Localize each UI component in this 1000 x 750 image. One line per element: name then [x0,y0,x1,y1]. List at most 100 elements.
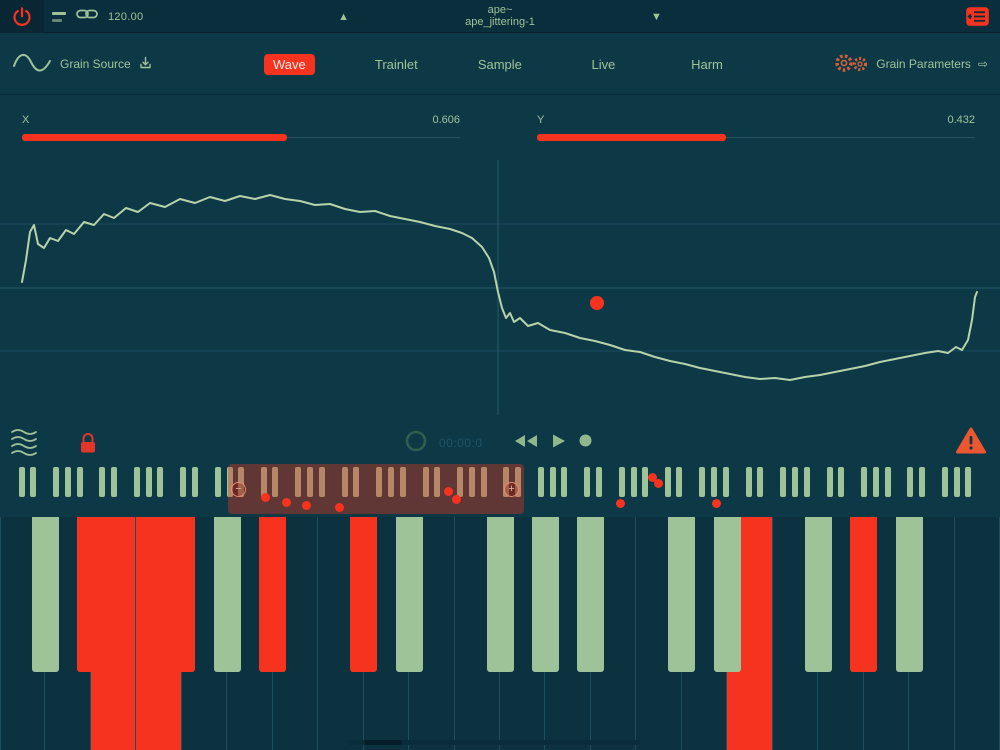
grain-tabs: Wave Trainlet Sample Live Harm [236,33,757,95]
y-slider-line [537,137,975,138]
bpm-value[interactable]: 120.00 [108,10,144,23]
power-icon [13,6,31,26]
grain-bar: Grain Source Wave Trainlet Sample Live Harm … [0,33,1000,95]
y-slider-fill[interactable] [537,134,727,141]
black-key[interactable] [804,517,832,672]
top-bar: 120.00 ▲ ape~ ape_jittering-1 ▼ [0,0,1000,33]
mini-keyboard[interactable]: − + [0,464,1000,514]
mini-key-bar [826,467,833,497]
mini-key-bar [918,467,925,497]
play-button[interactable] [551,433,566,454]
tab-wave[interactable]: Wave [264,53,315,75]
xy-cursor[interactable] [590,296,604,310]
tab-sample[interactable]: Sample [477,56,522,72]
mini-key-bar [699,467,706,497]
mini-key-bar [260,467,267,497]
tab-harm[interactable]: Harm [691,56,723,72]
mini-key-bar [722,467,729,497]
mini-key-bar [757,467,764,497]
mini-key-bar [838,467,844,497]
note-dot [443,486,453,496]
mini-key-bar [745,467,752,497]
mini-key-bar [941,467,948,497]
mini-key-bar [803,467,810,497]
mini-key-bar [618,467,625,497]
mini-key-bar [792,467,799,497]
zoom-in-button[interactable]: + [504,482,519,497]
preset-next-button[interactable]: ▼ [651,10,662,23]
stop-record-button[interactable] [578,433,593,453]
mini-key-bar [469,467,475,497]
warning-icon[interactable] [956,427,986,459]
snapshots-menu-button[interactable] [965,6,990,32]
mini-key-bar [676,467,683,497]
grain-parameters-link[interactable]: Grain Parameters [876,57,971,71]
mini-key-bar [272,467,279,497]
preset-prev-button[interactable]: ▲ [338,10,349,23]
black-key[interactable] [577,517,605,672]
mini-key-bar [99,467,106,497]
audio-copy-icon[interactable] [139,56,152,72]
lock-icon[interactable] [78,431,98,460]
mini-key-bar [642,467,649,497]
x-slider-track[interactable] [22,134,460,141]
white-key[interactable] [954,517,1000,750]
black-key[interactable] [259,517,287,672]
mini-key-bar [503,467,510,497]
y-slider-label: Y [537,114,545,126]
zoom-out-button[interactable]: − [231,482,246,497]
app-title: ape~ [487,4,513,16]
level-dash [52,11,66,15]
mini-key-bar [76,467,83,497]
tempo-link-icon[interactable] [76,7,98,26]
black-key[interactable] [350,517,378,672]
mini-key-bar [133,467,140,497]
preset-title[interactable]: ape~ ape_jittering-1 [375,4,625,29]
black-key[interactable] [486,517,514,672]
power-button[interactable] [0,0,44,33]
black-key[interactable] [168,517,196,672]
black-key[interactable] [713,517,741,672]
mini-key-bar [457,467,463,497]
x-slider-fill[interactable] [22,134,288,141]
note-dot [260,492,270,502]
horizontal-scrollbar[interactable] [348,740,640,745]
mini-key-bar [157,467,164,497]
black-key[interactable] [895,517,923,672]
black-key[interactable] [213,517,241,672]
black-key[interactable] [850,517,878,672]
mini-key-bar [595,467,602,497]
scrollbar-handle[interactable] [364,740,402,745]
black-key[interactable] [395,517,423,672]
xy-sliders: X 0.606 Y 0.432 [0,96,1000,158]
mini-key-bar [884,467,891,497]
mini-selection[interactable]: − + [228,464,524,514]
black-key[interactable] [77,517,105,672]
black-key[interactable] [31,517,59,672]
transport-bar: 00:00:0 [0,420,1000,466]
mini-key-bar [434,467,440,497]
mini-key-bar [584,467,591,497]
mini-key-bar [953,467,960,497]
settings-gears-icon[interactable] [833,51,869,78]
mini-key-bar [514,467,521,497]
note-dot [334,502,344,512]
y-slider-track[interactable] [537,134,975,141]
tab-trainlet[interactable]: Trainlet [374,56,418,72]
preset-name: ape_jittering-1 [465,16,535,28]
tab-live[interactable]: Live [591,56,616,72]
record-circle-button[interactable] [405,430,427,457]
mixer-levels-icon[interactable] [52,11,66,22]
rewind-button[interactable] [513,433,539,454]
keyboard[interactable] [0,517,1000,750]
waveform-display[interactable] [0,160,1000,415]
mini-key-bar [965,467,972,497]
jitter-scribble-icon[interactable] [10,427,38,464]
note-dot [647,472,657,482]
mini-key-bar [318,467,325,497]
black-key[interactable] [668,517,696,672]
mini-key-bar [907,467,914,497]
black-key[interactable] [531,517,559,672]
mini-key-bar [30,467,36,497]
